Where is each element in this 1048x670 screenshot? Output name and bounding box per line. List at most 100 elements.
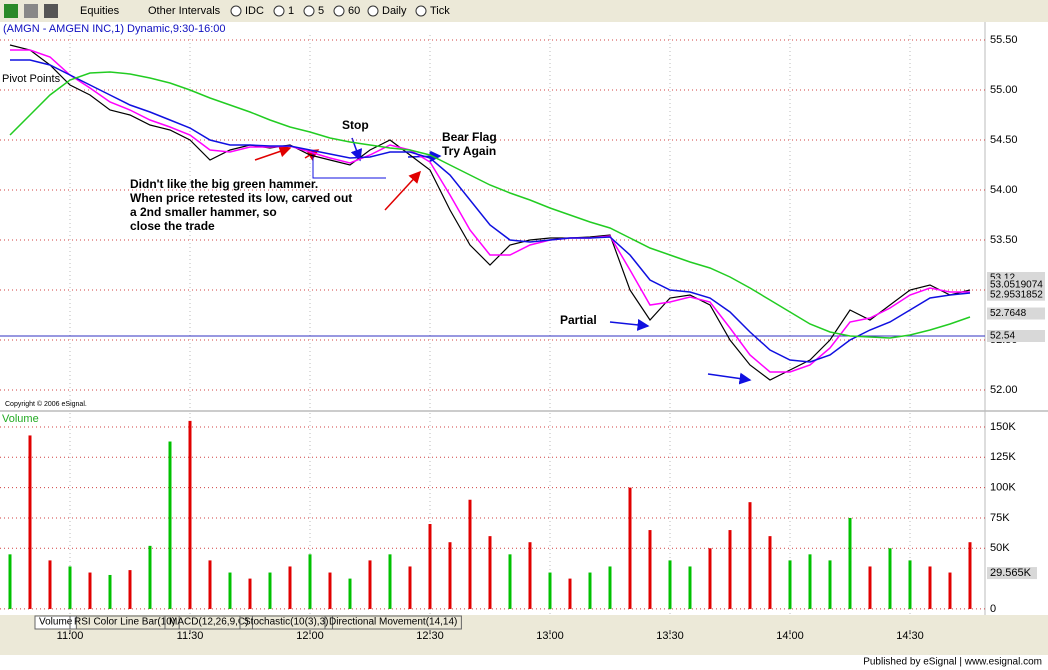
volume-bar (208, 560, 212, 609)
toolbar-icon[interactable] (44, 4, 58, 18)
toolbar-item[interactable]: Tick (430, 5, 450, 17)
y-tick-label: 54.00 (990, 184, 1018, 196)
toolbar-item[interactable]: IDC (245, 5, 264, 17)
volume-bar (868, 566, 872, 609)
volume-bar (108, 574, 112, 609)
price-line (9, 44, 971, 381)
toolbar-radio[interactable] (273, 5, 285, 17)
copyright: Copyright © 2006 eSignal. (5, 400, 87, 408)
tab[interactable]: Directional Movement(14,14) (329, 617, 457, 628)
y-tick-label: 52.00 (990, 384, 1018, 396)
volume-bar (408, 566, 412, 609)
x-tick-label: 13:00 (536, 630, 564, 642)
volume-bar (448, 542, 452, 609)
volume-bar (508, 554, 512, 609)
toolbar-icon[interactable] (4, 4, 18, 18)
volume-bar (188, 420, 192, 609)
tab-frame[interactable] (34, 615, 77, 630)
annotation: Didn't like the big green hammer. (130, 177, 318, 191)
y-tick-label: 53.50 (990, 234, 1018, 246)
volume-bar (328, 572, 332, 609)
price-flag-label: 52.9531852 (990, 289, 1043, 300)
x-tick-label: 12:30 (416, 630, 444, 642)
volume-flag (987, 567, 1037, 580)
x-tick-label: 11:00 (57, 630, 84, 642)
annotation: Partial (560, 313, 597, 327)
toolbar-radio[interactable] (367, 5, 379, 17)
volume-bar (348, 578, 352, 609)
footer-bar (0, 655, 1048, 670)
price-flag (987, 330, 1045, 342)
volume-bar (848, 517, 852, 609)
volume-bar (908, 560, 912, 609)
tab[interactable]: Volume (39, 617, 73, 628)
toolbar-radio[interactable] (303, 5, 315, 17)
tab-frame[interactable] (69, 615, 180, 630)
volume-bar (228, 572, 232, 609)
annotation: When price retested its low, carved out (130, 191, 352, 205)
y-tick-label: 150K (990, 421, 1016, 433)
toolbar-radio[interactable] (415, 5, 427, 17)
toolbar-radio[interactable] (230, 5, 242, 17)
price-flag (987, 307, 1045, 320)
y-tick-label: 54.50 (990, 134, 1018, 146)
volume-bar (368, 560, 372, 609)
volume-bar (148, 545, 152, 609)
volume-bar (968, 542, 972, 609)
moving-average (10, 59, 971, 363)
volume-bar (128, 570, 132, 609)
x-tick-label: 14:00 (776, 630, 804, 642)
volume-bar (728, 530, 732, 609)
annotation: Bear Flag (442, 130, 497, 144)
volume-bar (708, 548, 712, 609)
chart-title: (AMGN - AMGEN INC,1) Dynamic,9:30-16:00 (3, 23, 226, 35)
y-tick-label: 125K (990, 451, 1016, 463)
toolbar-item[interactable]: Other Intervals (148, 5, 221, 17)
footer: Published by eSignal | www.esignal.com (863, 657, 1042, 668)
volume-bar (388, 554, 392, 609)
volume-bar (628, 487, 632, 609)
volume-bar (808, 554, 812, 609)
volume-bar (28, 435, 32, 609)
x-tick-label: 13:30 (656, 630, 684, 642)
volume-bar (588, 572, 592, 609)
y-tick-label: 55.50 (990, 34, 1018, 46)
annotation: Try Again (442, 144, 496, 158)
toolbar-item[interactable]: Equities (80, 5, 120, 17)
tab-frame[interactable] (324, 615, 462, 630)
volume-bar (268, 572, 272, 609)
toolbar-item[interactable]: 60 (348, 5, 360, 17)
volume-bar (308, 554, 312, 609)
x-tick-label: 11:30 (177, 630, 204, 642)
price-flag (987, 288, 1045, 301)
volume-bar (748, 502, 752, 609)
toolbar-item[interactable]: 1 (288, 5, 294, 17)
moving-average (10, 49, 970, 373)
volume-bar (428, 524, 432, 609)
y-tick-label: 75K (990, 512, 1010, 524)
toolbar-item[interactable]: 5 (318, 5, 324, 17)
volume-flag-label: 29.565K (990, 567, 1032, 579)
y-tick-label: 55.00 (990, 84, 1018, 96)
annotation: a 2nd smaller hammer, so (130, 205, 277, 219)
volume-bar (488, 536, 492, 609)
study-label: Pivot Points (2, 73, 61, 85)
moving-average (9, 71, 971, 339)
toolbar-radio[interactable] (333, 5, 345, 17)
y-tick-label: 100K (990, 482, 1016, 494)
tab[interactable]: MACD(12,26,9,C) (169, 617, 248, 628)
tab-frame[interactable] (239, 615, 333, 630)
volume-bar (68, 566, 72, 609)
volume-bar (668, 560, 672, 609)
tab[interactable]: Stochastic(10(3),3) (244, 617, 328, 628)
y-tick-label: 50K (990, 542, 1010, 554)
y-tick-label: 0 (990, 603, 996, 615)
volume-bar (568, 578, 572, 609)
toolbar-item[interactable]: Daily (382, 5, 407, 17)
price-flag-label: 53.12 (990, 273, 1015, 284)
volume-bar (648, 530, 652, 609)
toolbar-icon[interactable] (24, 4, 38, 18)
tab-frame[interactable] (164, 615, 253, 630)
tab[interactable]: RSI Color Line Bar(10) (74, 617, 175, 628)
